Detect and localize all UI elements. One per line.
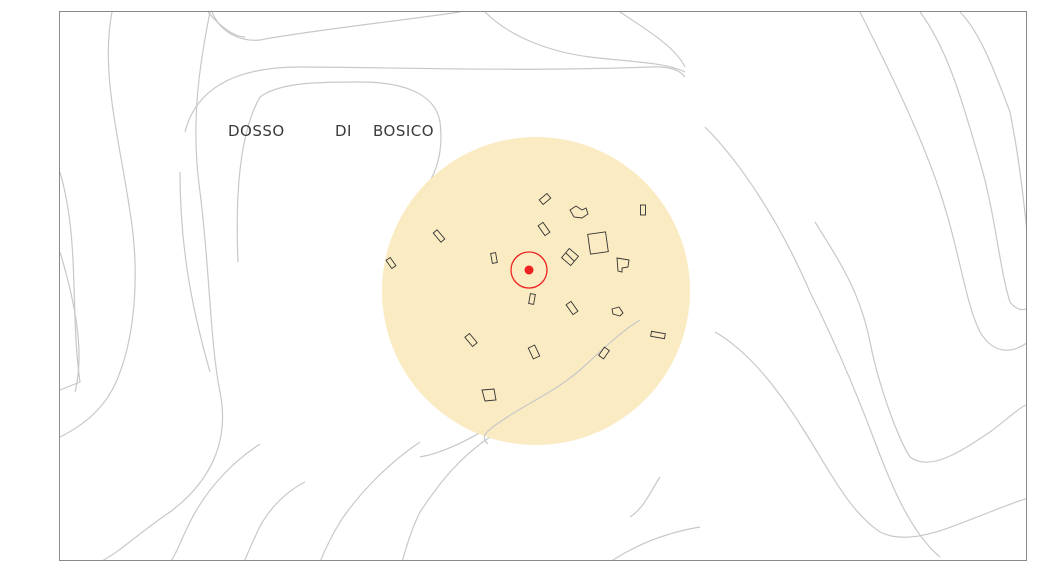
contour-line bbox=[60, 12, 136, 438]
contour-line bbox=[320, 441, 421, 560]
place-label-word-di: DI bbox=[335, 122, 352, 140]
map-frame[interactable]: DOSSO DI BOSICO bbox=[59, 11, 1027, 561]
contour-line bbox=[714, 331, 1026, 538]
building bbox=[537, 221, 551, 237]
building bbox=[490, 252, 498, 264]
place-label-word-bosico: BOSICO bbox=[373, 122, 434, 140]
marker-ring bbox=[510, 251, 548, 289]
contour-line bbox=[629, 476, 661, 518]
contour-line bbox=[959, 12, 1026, 229]
building bbox=[650, 330, 666, 340]
contour-line bbox=[401, 436, 491, 560]
contour-line bbox=[184, 66, 686, 133]
contour-line bbox=[170, 443, 261, 560]
contour-line bbox=[211, 12, 461, 41]
contour-line bbox=[244, 481, 306, 560]
building bbox=[385, 256, 397, 270]
contour-line bbox=[619, 12, 686, 68]
contour-line bbox=[179, 171, 211, 373]
building bbox=[616, 257, 630, 273]
map-canvas[interactable]: DOSSO DI BOSICO bbox=[60, 12, 1027, 561]
building bbox=[587, 231, 609, 255]
contour-line bbox=[60, 171, 81, 391]
contour-line bbox=[102, 12, 224, 560]
building-footprints bbox=[385, 192, 666, 402]
building bbox=[527, 344, 541, 360]
stream-line bbox=[483, 319, 641, 445]
contour-line bbox=[207, 12, 246, 38]
building bbox=[565, 300, 579, 316]
building bbox=[598, 346, 610, 360]
contour-line bbox=[919, 12, 1026, 311]
building bbox=[560, 247, 580, 267]
building bbox=[538, 192, 552, 206]
building bbox=[640, 204, 646, 216]
contour-line bbox=[236, 81, 442, 263]
building bbox=[481, 388, 497, 402]
marker-dot bbox=[524, 265, 534, 275]
building bbox=[565, 252, 575, 262]
place-name-label: DOSSO DI BOSICO bbox=[228, 122, 434, 140]
contour-lines bbox=[60, 12, 1026, 560]
place-label-word-dosso: DOSSO bbox=[228, 122, 285, 140]
location-marker[interactable] bbox=[510, 251, 548, 289]
contour-line bbox=[612, 526, 701, 560]
building bbox=[528, 293, 536, 305]
building bbox=[611, 306, 624, 317]
contour-line bbox=[60, 251, 80, 393]
buffer-zone bbox=[382, 137, 690, 445]
contour-line bbox=[704, 126, 941, 558]
building bbox=[569, 205, 589, 219]
contour-line bbox=[484, 12, 686, 73]
contour-line bbox=[814, 221, 1026, 463]
building bbox=[464, 332, 478, 348]
contour-line bbox=[859, 12, 1026, 351]
building bbox=[432, 229, 446, 243]
